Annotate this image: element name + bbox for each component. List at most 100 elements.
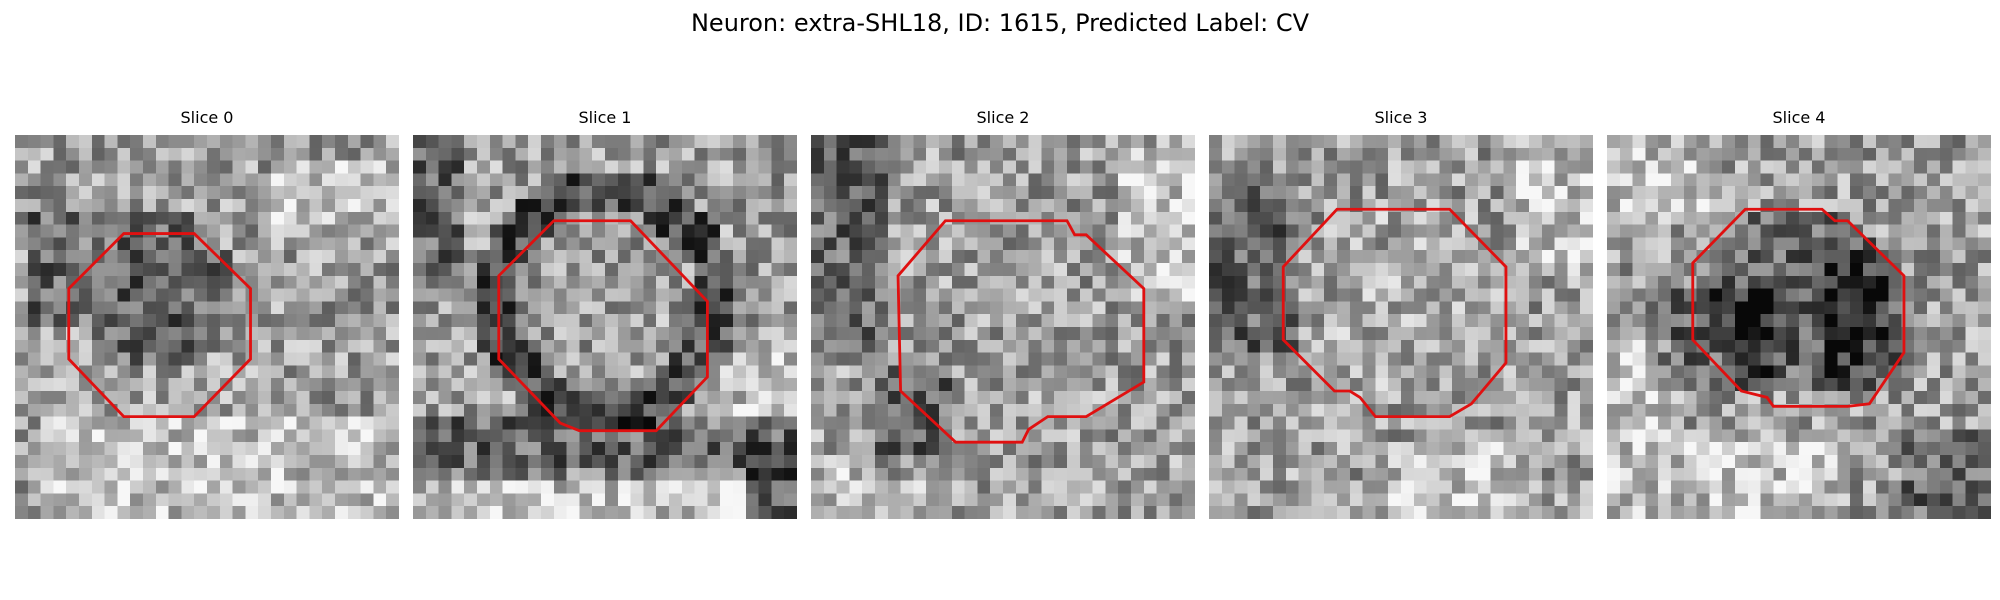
pixel — [1696, 301, 1710, 315]
pixel — [1041, 378, 1055, 392]
pixel — [1850, 365, 1864, 379]
pixel — [1477, 480, 1491, 494]
slice-3-image — [1209, 135, 1593, 519]
pixel — [309, 378, 323, 392]
pixel — [258, 352, 272, 366]
pixel — [1067, 237, 1081, 251]
pixel — [630, 391, 644, 405]
pixel — [617, 339, 631, 353]
pixel — [579, 506, 593, 519]
pixel — [1722, 416, 1736, 430]
pixel — [232, 416, 246, 430]
pixel — [1939, 224, 1953, 238]
pixel — [168, 199, 182, 213]
pixel — [669, 173, 683, 187]
pixel — [1234, 211, 1248, 225]
pixel — [1079, 237, 1093, 251]
pixel — [335, 480, 349, 494]
pixel — [1337, 480, 1351, 494]
pixel — [553, 455, 567, 469]
pixel — [1529, 403, 1543, 417]
pixel — [887, 442, 901, 456]
pixel — [849, 352, 863, 366]
pixel — [413, 352, 427, 366]
pixel — [630, 186, 644, 200]
pixel — [489, 365, 503, 379]
pixel — [1773, 301, 1787, 315]
pixel — [309, 147, 323, 161]
pixel — [1875, 493, 1889, 507]
pixel — [1619, 173, 1633, 187]
pixel — [1683, 467, 1697, 481]
pixel — [811, 352, 825, 366]
pixel — [1169, 455, 1183, 469]
pixel — [669, 339, 683, 353]
pixel — [1105, 480, 1119, 494]
pixel — [207, 327, 221, 341]
pixel — [1413, 288, 1427, 302]
pixel — [66, 250, 80, 264]
pixel — [630, 263, 644, 277]
pixel — [194, 442, 208, 456]
pixel — [1529, 186, 1543, 200]
pixel — [1850, 391, 1864, 405]
pixel — [1696, 416, 1710, 430]
pixel — [27, 147, 41, 161]
pixel — [939, 186, 953, 200]
pixel — [1978, 327, 1991, 341]
pixel — [1003, 199, 1017, 213]
pixel — [91, 352, 105, 366]
pixel — [130, 378, 144, 392]
pixel — [1696, 250, 1710, 264]
pixel — [53, 365, 67, 379]
pixel — [477, 416, 491, 430]
pixel — [1567, 199, 1581, 213]
pixel — [1273, 442, 1287, 456]
pixel — [232, 378, 246, 392]
pixel — [1401, 211, 1415, 225]
pixel — [1067, 339, 1081, 353]
pixel — [1516, 160, 1530, 174]
pixel — [528, 365, 542, 379]
pixel — [1671, 173, 1685, 187]
pixel — [1234, 429, 1248, 443]
pixel — [784, 199, 797, 213]
pixel — [1401, 224, 1415, 238]
pixel — [1567, 314, 1581, 328]
pixel — [194, 506, 208, 519]
pixel — [771, 224, 785, 238]
pixel — [1824, 378, 1838, 392]
pixel — [1028, 506, 1042, 519]
pixel — [1580, 467, 1593, 481]
pixel — [592, 403, 606, 417]
pixel — [1541, 288, 1555, 302]
pixel — [1939, 391, 1953, 405]
pixel — [1901, 147, 1915, 161]
pixel — [745, 506, 759, 519]
pixel — [669, 442, 683, 456]
pixel — [643, 250, 657, 264]
pixel — [1413, 403, 1427, 417]
pixel — [1786, 467, 1800, 481]
pixel — [1671, 506, 1685, 519]
pixel — [464, 403, 478, 417]
pixel — [1722, 339, 1736, 353]
pixel — [386, 391, 399, 405]
pixel — [1143, 263, 1157, 277]
pixel — [143, 186, 157, 200]
pixel — [373, 237, 387, 251]
pixel — [1850, 135, 1864, 149]
pixel — [1221, 314, 1235, 328]
pixel — [360, 391, 374, 405]
pixel — [1747, 173, 1761, 187]
pixel — [79, 173, 93, 187]
pixel — [181, 250, 195, 264]
pixel — [1067, 275, 1081, 289]
pixel — [1580, 173, 1593, 187]
pixel — [553, 480, 567, 494]
pixel — [309, 480, 323, 494]
pixel — [155, 442, 169, 456]
pixel — [579, 442, 593, 456]
pixel — [836, 250, 850, 264]
pixel — [27, 429, 41, 443]
